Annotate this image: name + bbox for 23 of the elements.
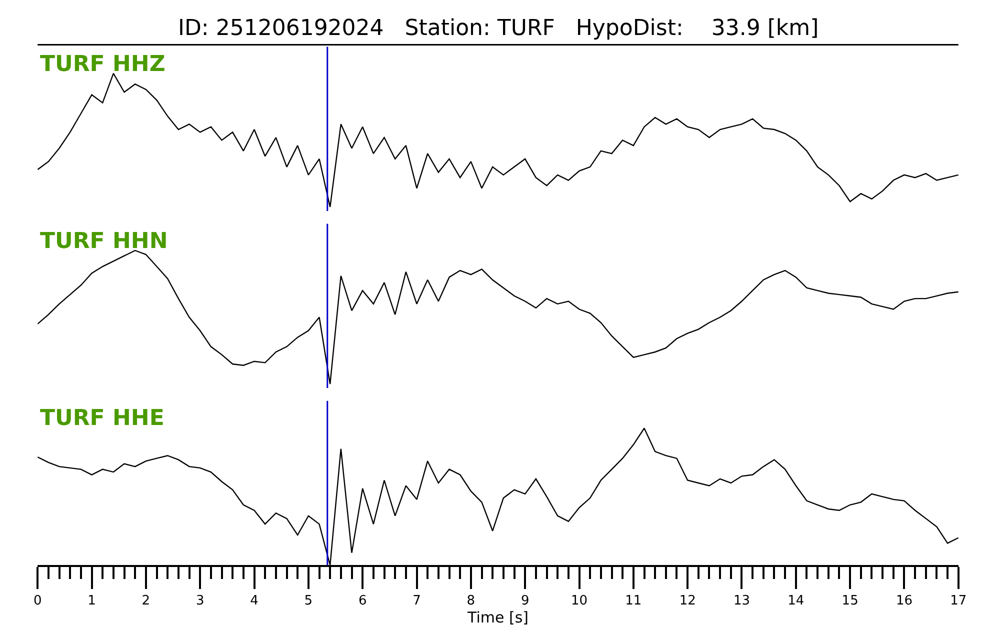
x-tick-label: 16 [896,594,913,609]
x-tick-label: 4 [250,594,258,609]
x-tick-label: 17 [950,594,967,609]
chart-title: ID: 251206192024 Station: TURF HypoDist: 33.9 [km] [178,16,819,41]
x-tick-label: 11 [625,594,642,609]
x-axis-title: Time [s] [466,608,528,627]
x-tick-label: 3 [196,594,204,609]
x-tick-label: 15 [842,594,858,609]
x-tick-label: 12 [679,594,696,609]
series-label: TURF HHE [40,406,164,431]
x-tick-label: 2 [142,594,150,609]
x-tick-label: 5 [304,594,313,609]
x-tick-label: 6 [358,594,367,609]
x-tick-label: 7 [412,594,421,609]
x-tick-label: 9 [520,594,530,609]
series-label: TURF HHN [40,229,168,254]
x-tick-label: 14 [788,594,804,609]
x-tick-label: 0 [33,594,42,609]
x-tick-label: 10 [570,594,588,609]
x-tick-label: 8 [466,594,476,609]
x-tick-label: 1 [88,594,96,609]
x-tick-label: 13 [733,594,750,609]
series-label: TURF HHZ [40,52,166,77]
